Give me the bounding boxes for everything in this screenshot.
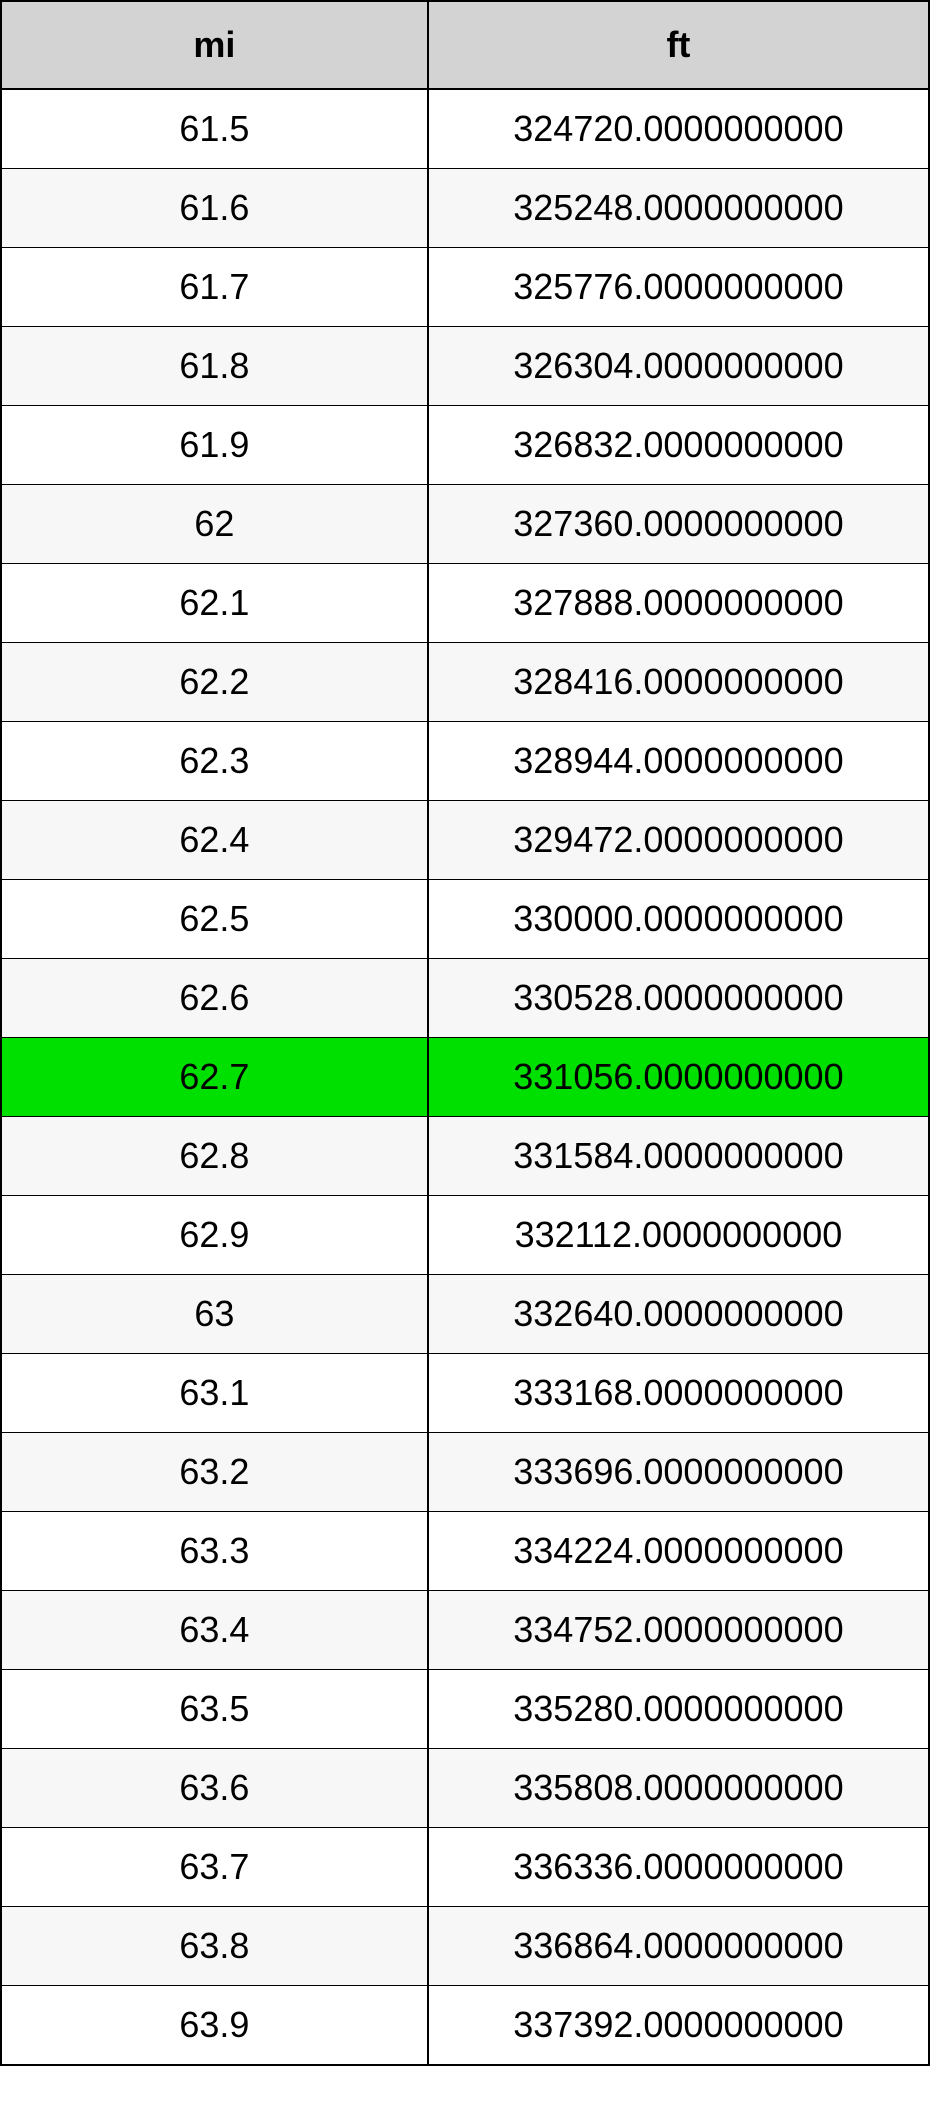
cell-mi: 62.2: [1, 643, 428, 722]
table-row: 63.8336864.0000000000: [1, 1907, 929, 1986]
table-body: 61.5324720.000000000061.6325248.00000000…: [1, 89, 929, 2065]
table-header-row: mi ft: [1, 1, 929, 89]
table-row: 62.5330000.0000000000: [1, 880, 929, 959]
table-row: 61.9326832.0000000000: [1, 406, 929, 485]
cell-ft: 325248.0000000000: [428, 169, 929, 248]
cell-mi: 61.7: [1, 248, 428, 327]
table-row: 63.4334752.0000000000: [1, 1591, 929, 1670]
cell-ft: 336336.0000000000: [428, 1828, 929, 1907]
cell-mi: 63.6: [1, 1749, 428, 1828]
cell-mi: 63.2: [1, 1433, 428, 1512]
table-row: 63.9337392.0000000000: [1, 1986, 929, 2066]
table-row: 62.7331056.0000000000: [1, 1038, 929, 1117]
cell-ft: 328944.0000000000: [428, 722, 929, 801]
table-row: 62.6330528.0000000000: [1, 959, 929, 1038]
table-row: 63332640.0000000000: [1, 1275, 929, 1354]
cell-ft: 332112.0000000000: [428, 1196, 929, 1275]
table-row: 61.7325776.0000000000: [1, 248, 929, 327]
cell-ft: 335280.0000000000: [428, 1670, 929, 1749]
table-row: 62327360.0000000000: [1, 485, 929, 564]
table-row: 62.4329472.0000000000: [1, 801, 929, 880]
cell-mi: 62.6: [1, 959, 428, 1038]
cell-ft: 332640.0000000000: [428, 1275, 929, 1354]
cell-ft: 326304.0000000000: [428, 327, 929, 406]
cell-mi: 61.6: [1, 169, 428, 248]
cell-mi: 62.8: [1, 1117, 428, 1196]
cell-ft: 331584.0000000000: [428, 1117, 929, 1196]
table-row: 63.7336336.0000000000: [1, 1828, 929, 1907]
table-row: 63.2333696.0000000000: [1, 1433, 929, 1512]
cell-mi: 61.8: [1, 327, 428, 406]
cell-mi: 62: [1, 485, 428, 564]
cell-mi: 62.7: [1, 1038, 428, 1117]
cell-ft: 333696.0000000000: [428, 1433, 929, 1512]
table-row: 63.5335280.0000000000: [1, 1670, 929, 1749]
cell-mi: 63.4: [1, 1591, 428, 1670]
cell-mi: 63.5: [1, 1670, 428, 1749]
table-row: 63.1333168.0000000000: [1, 1354, 929, 1433]
table-row: 62.9332112.0000000000: [1, 1196, 929, 1275]
cell-ft: 328416.0000000000: [428, 643, 929, 722]
cell-mi: 63.7: [1, 1828, 428, 1907]
cell-mi: 62.3: [1, 722, 428, 801]
table-row: 63.6335808.0000000000: [1, 1749, 929, 1828]
cell-mi: 63: [1, 1275, 428, 1354]
cell-mi: 63.9: [1, 1986, 428, 2066]
table-row: 61.8326304.0000000000: [1, 327, 929, 406]
cell-ft: 327360.0000000000: [428, 485, 929, 564]
column-header-ft: ft: [428, 1, 929, 89]
cell-mi: 63.1: [1, 1354, 428, 1433]
table-row: 63.3334224.0000000000: [1, 1512, 929, 1591]
cell-mi: 62.4: [1, 801, 428, 880]
cell-ft: 336864.0000000000: [428, 1907, 929, 1986]
table-row: 62.3328944.0000000000: [1, 722, 929, 801]
cell-ft: 334752.0000000000: [428, 1591, 929, 1670]
cell-ft: 324720.0000000000: [428, 89, 929, 169]
cell-mi: 62.9: [1, 1196, 428, 1275]
cell-ft: 326832.0000000000: [428, 406, 929, 485]
cell-ft: 334224.0000000000: [428, 1512, 929, 1591]
cell-ft: 331056.0000000000: [428, 1038, 929, 1117]
cell-mi: 62.5: [1, 880, 428, 959]
cell-ft: 327888.0000000000: [428, 564, 929, 643]
cell-mi: 63.3: [1, 1512, 428, 1591]
table-row: 62.8331584.0000000000: [1, 1117, 929, 1196]
cell-ft: 330000.0000000000: [428, 880, 929, 959]
cell-ft: 333168.0000000000: [428, 1354, 929, 1433]
cell-mi: 61.5: [1, 89, 428, 169]
cell-ft: 335808.0000000000: [428, 1749, 929, 1828]
cell-ft: 329472.0000000000: [428, 801, 929, 880]
cell-mi: 61.9: [1, 406, 428, 485]
table-row: 61.6325248.0000000000: [1, 169, 929, 248]
cell-mi: 63.8: [1, 1907, 428, 1986]
cell-mi: 62.1: [1, 564, 428, 643]
cell-ft: 325776.0000000000: [428, 248, 929, 327]
table-row: 62.1327888.0000000000: [1, 564, 929, 643]
conversion-table: mi ft 61.5324720.000000000061.6325248.00…: [0, 0, 930, 2066]
cell-ft: 337392.0000000000: [428, 1986, 929, 2066]
cell-ft: 330528.0000000000: [428, 959, 929, 1038]
table-row: 62.2328416.0000000000: [1, 643, 929, 722]
column-header-mi: mi: [1, 1, 428, 89]
table-row: 61.5324720.0000000000: [1, 89, 929, 169]
